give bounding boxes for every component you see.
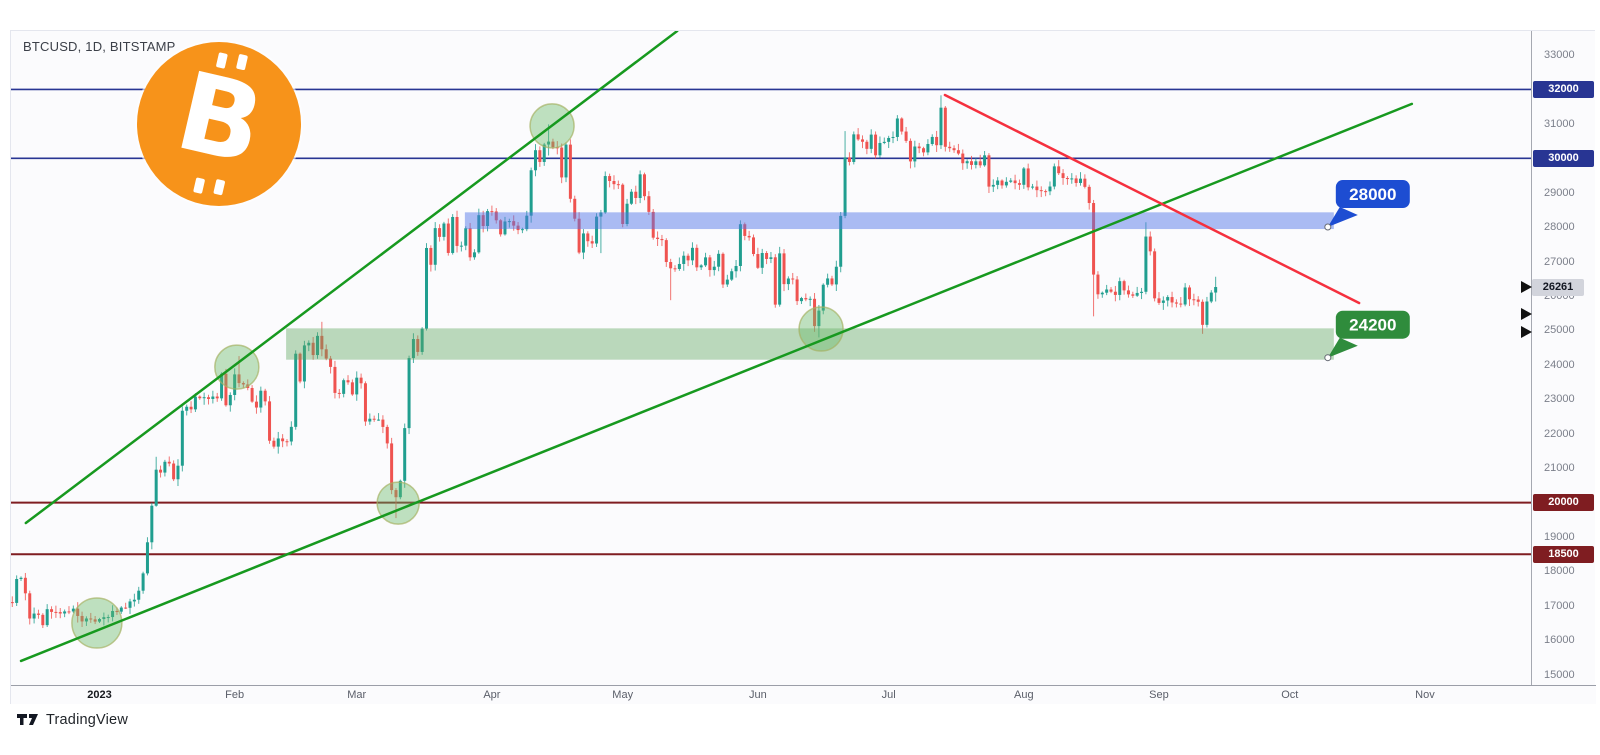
month-label-Nov: Nov [1415,689,1435,701]
btc-tick-icon [193,177,206,194]
price-callout-24200[interactable]: 24200 [1324,310,1410,362]
chart-panel: 28000 24200 BTCUSD, 1D, BITSTAMP B 33000 3… [10,30,1596,704]
tradingview-logo-icon [17,714,38,725]
y-tick-label-28000: 28000 [1544,221,1575,234]
y-tick-label-24000: 24000 [1544,358,1575,371]
trendline-descending-resistance[interactable] [943,93,1361,305]
month-label-Mar: Mar [347,689,367,701]
svg-text:24200: 24200 [1349,316,1396,335]
bitcoin-logo: B [137,42,301,206]
month-label-May: May [612,689,634,701]
price-axis[interactable]: 3300032000310003000029000280002700026000… [1521,31,1595,685]
y-tick-label-17000: 17000 [1544,599,1575,612]
scale-marker-arrow-icon [1521,326,1532,339]
last-price-arrow-icon [1521,281,1532,293]
btc-tick-icon [213,178,226,196]
month-label-Sep: Sep [1149,689,1169,701]
y-tick-label-15000: 15000 [1544,668,1575,681]
y-tick-label-29000: 29000 [1544,186,1575,199]
axis-chip-32000: 32000 [1533,80,1594,98]
price-chart[interactable]: 28000 24200 [11,31,1531,685]
symbol-title: BTCUSD, 1D, BITSTAMP [23,39,176,54]
axis-chip-20000: 20000 [1533,494,1594,512]
price-callout-28000[interactable]: 28000 [1324,180,1410,231]
month-label-Jul: Jul [881,689,896,701]
month-label-2023: 2023 [87,689,112,701]
svg-text:28000: 28000 [1349,185,1396,204]
trendline-ascending-channel-upper[interactable] [24,31,679,525]
y-tick-label-21000: 21000 [1544,462,1575,475]
price-callouts-layer: 28000 24200 [1324,180,1410,362]
y-tick-label-25000: 25000 [1544,324,1575,337]
month-label-Oct: Oct [1281,689,1299,701]
scale-marker-arrow-icon [1521,308,1532,321]
y-tick-label-18000: 18000 [1544,565,1575,578]
y-tick-label-23000: 23000 [1544,393,1575,406]
y-tick-label-27000: 27000 [1544,255,1575,268]
axis-chip-18500: 18500 [1533,545,1594,563]
highlight-circle-jun-low[interactable] [798,306,844,352]
y-tick-label-33000: 33000 [1544,49,1575,61]
trendlines-layer [19,31,1414,663]
month-label-Jun: Jun [748,689,767,701]
month-label-Feb: Feb [225,689,245,701]
footer: TradingView [16,711,128,728]
month-label-Aug: Aug [1014,689,1034,701]
trendline-ascending-channel-lower[interactable] [19,102,1414,663]
zone-resistance-28000[interactable] [464,212,1334,230]
tradingview-wordmark: TradingView [46,711,128,728]
month-label-Apr: Apr [483,689,501,701]
y-tick-label-22000: 22000 [1544,427,1575,440]
time-axis[interactable]: 2023 Feb Mar Apr May Jun Jul Aug Sep Oct Nov [11,685,1596,704]
y-tick-label-31000: 31000 [1544,117,1575,130]
y-tick-label-19000: 19000 [1544,530,1575,543]
candles-layer [11,95,1218,629]
y-tick-label-16000: 16000 [1544,634,1575,647]
last-price-chip: 26261 [1532,278,1584,296]
axis-chip-30000: 30000 [1533,149,1594,167]
